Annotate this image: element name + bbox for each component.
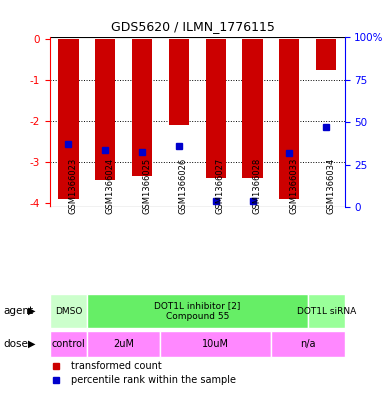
Text: DMSO: DMSO [55, 307, 82, 316]
Text: dose: dose [4, 339, 29, 349]
Text: GSM1366027: GSM1366027 [216, 158, 225, 214]
Text: transformed count: transformed count [71, 362, 161, 371]
Text: ▶: ▶ [28, 306, 35, 316]
Bar [87, 294, 308, 328]
Text: GSM1366033: GSM1366033 [290, 158, 298, 214]
Bar [308, 294, 345, 328]
Text: GSM1366026: GSM1366026 [179, 158, 188, 214]
Bar [59, 39, 79, 199]
Text: 2uM: 2uM [113, 339, 134, 349]
Text: DOT1L inhibitor [2]
Compound 55: DOT1L inhibitor [2] Compound 55 [154, 301, 241, 321]
Text: GDS5620 / ILMN_1776115: GDS5620 / ILMN_1776115 [110, 20, 275, 33]
Bar [95, 39, 116, 180]
Bar [50, 294, 87, 328]
Bar [316, 39, 336, 70]
Bar [279, 39, 300, 199]
Text: GSM1366034: GSM1366034 [326, 158, 335, 214]
Bar [271, 331, 345, 356]
Text: agent: agent [4, 306, 34, 316]
Bar [87, 331, 161, 356]
Text: percentile rank within the sample: percentile rank within the sample [71, 375, 236, 385]
Bar [50, 331, 87, 356]
Text: n/a: n/a [300, 339, 316, 349]
Bar [132, 39, 152, 176]
Bar [206, 39, 226, 178]
Text: GSM1366025: GSM1366025 [142, 158, 151, 214]
Text: GSM1366028: GSM1366028 [253, 158, 261, 214]
Text: ▶: ▶ [28, 339, 35, 349]
Text: 10uM: 10uM [202, 339, 229, 349]
Bar [161, 331, 271, 356]
Text: DOT1L siRNA: DOT1L siRNA [296, 307, 356, 316]
Bar [243, 39, 263, 178]
Text: control: control [52, 339, 85, 349]
Text: GSM1366023: GSM1366023 [69, 158, 77, 214]
Text: GSM1366024: GSM1366024 [105, 158, 114, 214]
Bar [169, 39, 189, 125]
